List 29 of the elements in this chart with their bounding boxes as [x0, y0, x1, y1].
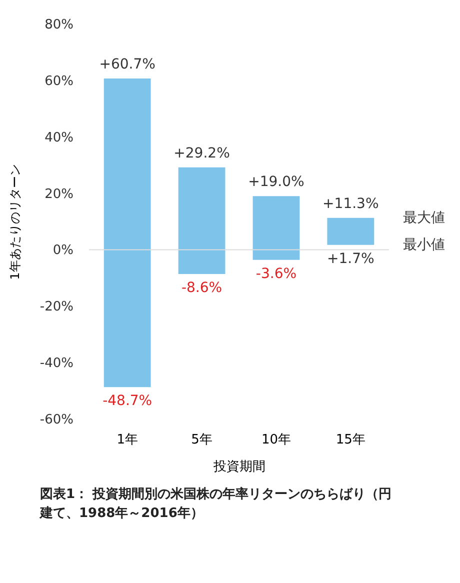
bar: [104, 78, 151, 388]
text: 最小値: [403, 236, 445, 253]
annotation: +19.0%: [248, 174, 304, 190]
y-tick-label: 40%: [44, 130, 74, 146]
y-tick-label: -20%: [40, 300, 74, 315]
annotation: +11.3%: [322, 196, 379, 212]
annotation: -8.6%: [181, 280, 222, 296]
annotation: +60.7%: [99, 56, 156, 72]
y-tick-label: 60%: [44, 74, 74, 89]
x-tick-label: 1年: [116, 432, 138, 448]
annotation: +1.7%: [327, 250, 374, 267]
bar: [327, 218, 374, 245]
annotation: -3.6%: [256, 266, 297, 282]
y-tick-label: -40%: [40, 356, 74, 372]
x-tick-label: 5年: [191, 432, 212, 448]
y-axis-title: 1年あたりのリターン: [8, 164, 22, 280]
text: 最大値: [403, 210, 445, 226]
x-axis-title: 投資期間: [212, 460, 266, 474]
x-tick-label: 10年: [261, 432, 291, 448]
y-tick-label: 0%: [52, 243, 74, 258]
y-tick-label: 80%: [44, 18, 74, 32]
y-tick-label: 20%: [44, 186, 74, 202]
annotation: +29.2%: [174, 145, 230, 162]
x-tick-label: 15年: [336, 432, 366, 448]
y-tick-label: -60%: [40, 412, 74, 428]
bar: [178, 167, 226, 274]
bar: [252, 196, 300, 260]
text: 図表1： 投資期間別の米国株の年率リターンのちらばり（円建て、1988年～2016年）: [38, 486, 393, 523]
annotation: -48.7%: [102, 393, 152, 410]
